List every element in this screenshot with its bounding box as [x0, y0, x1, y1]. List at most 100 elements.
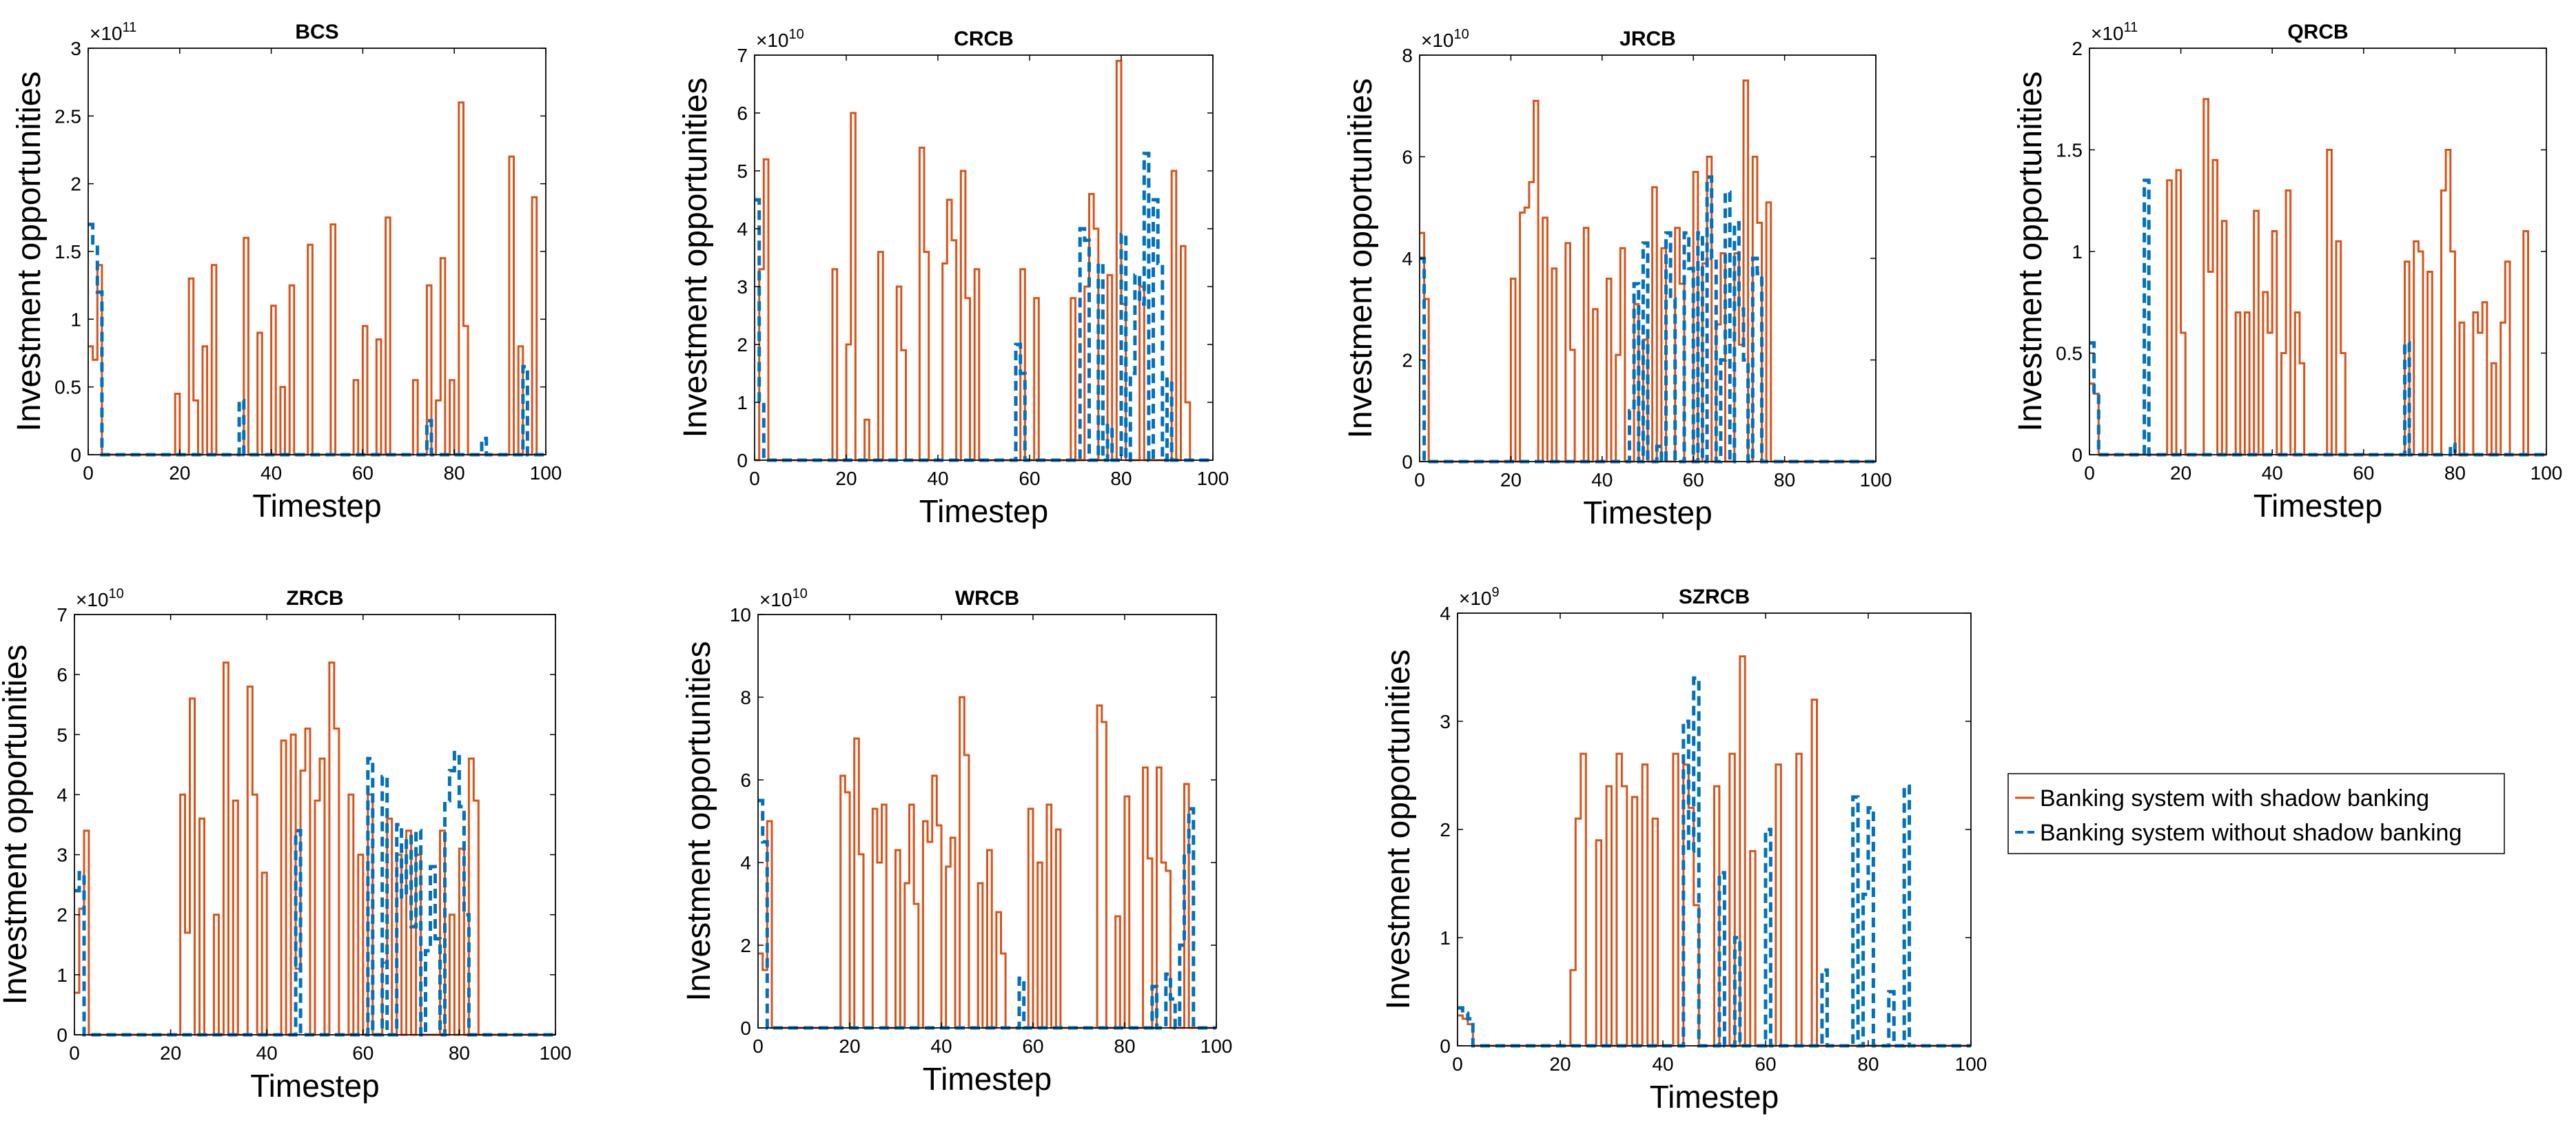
x-tick-label: 60: [352, 462, 374, 484]
y-tick-label: 2: [737, 334, 748, 355]
axes-box: [88, 48, 546, 455]
axis-multiplier: ×1010: [76, 586, 124, 610]
panels: 0 20 40 60 80 10000.511.522.53BCS×1011Timeste…: [0, 20, 2562, 1115]
x-tick-label: 0: [69, 1042, 80, 1064]
y-tick-label: 0.5: [54, 377, 81, 398]
x-tick-label: 20: [835, 468, 857, 489]
x-tick-label: 80: [1857, 1053, 1879, 1075]
legend: Banking system with shadow banking Banki…: [2007, 773, 2505, 854]
axis-multiplier-exponent: 10: [789, 27, 804, 42]
axis-multiplier-exponent: 10: [793, 586, 808, 601]
x-tick-label: 40: [930, 1035, 952, 1057]
y-tick-label: 6: [1402, 147, 1413, 168]
axis-multiplier: ×1011: [90, 20, 136, 44]
x-tick-label: 80: [1774, 469, 1795, 491]
x-tick-label: 40: [1591, 469, 1613, 491]
y-tick-label: 6: [737, 103, 748, 124]
x-tick-label: 80: [444, 462, 465, 484]
axis-multiplier: ×1011: [2091, 20, 2138, 44]
legend-label-without: Banking system without shadow banking: [2040, 820, 2462, 846]
legend-box: [2007, 773, 2505, 854]
panel-title: ZRCB: [286, 587, 343, 610]
axis-multiplier-exponent: 11: [2124, 20, 2138, 35]
x-axis-label: Timestep: [923, 1061, 1052, 1097]
x-tick-label: 40: [260, 462, 282, 484]
axis-multiplier: ×1010: [756, 27, 804, 51]
x-tick-label: 20: [169, 462, 190, 484]
x-tick-label: 60: [1755, 1053, 1776, 1075]
y-tick-label: 4: [737, 218, 748, 240]
x-tick-label: 0: [749, 468, 760, 489]
y-tick-label: 0: [1402, 451, 1413, 473]
axes-frame: [74, 614, 556, 1035]
y-tick-label: 10: [730, 604, 751, 626]
y-tick-label: 2: [57, 905, 68, 926]
y-tick-label: 0: [70, 444, 81, 466]
x-tick-label: 20: [1549, 1053, 1571, 1075]
axis-multiplier: ×1010: [1421, 27, 1469, 51]
y-axis-label: Investment opportunities: [677, 78, 714, 438]
y-tick-label: 1.5: [2056, 140, 2083, 161]
x-tick-label: 60: [352, 1042, 374, 1064]
y-axis-label: Investment opportunities: [1380, 650, 1417, 1010]
x-tick-label: 100: [1860, 469, 1892, 491]
axes-box: [754, 54, 1214, 461]
series-without-shadow-banking: [755, 152, 1213, 462]
y-tick-label: 1: [737, 392, 748, 413]
panel-wrcb: 0 20 40 60 80 100 0 2 4 6 8 10 WRCB ×1010 Timestep Inve…: [681, 586, 1232, 1097]
y-tick-label: 1.5: [54, 241, 81, 262]
y-tick-label: 5: [57, 724, 68, 745]
y-tick-label: 8: [740, 687, 751, 708]
x-tick-label: 60: [1683, 469, 1704, 491]
y-tick-label: 3: [57, 845, 68, 866]
y-axis-label: Investment opportunities: [2012, 72, 2049, 432]
axis-multiplier: ×109: [1459, 585, 1500, 609]
y-tick-label: 2: [1402, 350, 1413, 371]
axis-multiplier-exponent: 9: [1492, 585, 1500, 600]
panel-szrcb: 0 20 40 60 80 100 0 1 2 3 4 SZRCB ×109 Timestep Invest…: [1380, 585, 1987, 1115]
x-tick-label: 40: [1652, 1053, 1673, 1075]
panel-title: CRCB: [954, 28, 1014, 50]
y-tick-label: 1: [2072, 241, 2083, 262]
x-tick-label: 100: [530, 462, 562, 484]
axis-multiplier-exponent: 10: [109, 586, 124, 601]
x-axis-label: Timestep: [1583, 495, 1712, 530]
y-tick-label: 3: [1440, 711, 1451, 732]
y-tick-label: 0: [1440, 1035, 1451, 1057]
x-tick-label: 20: [1500, 469, 1522, 491]
x-tick-label: 80: [2444, 462, 2466, 484]
x-tick-label: 0: [1414, 469, 1425, 491]
y-axis-label: Investment opportunities: [1342, 79, 1379, 439]
panel-title: BCS: [295, 21, 338, 43]
y-tick-label: 3: [737, 276, 748, 298]
y-tick-label: 1: [1440, 927, 1451, 949]
x-tick-label: 100: [2531, 462, 2563, 484]
panel-title: QRCB: [2287, 21, 2348, 43]
panel-crcb: 0 20 40 60 80 100 0 1 2 3 4 5 6 7 CRCB ×1010 Timestep Inv…: [677, 27, 1229, 529]
y-tick-label: 2: [70, 174, 81, 195]
y-tick-label: 7: [737, 45, 748, 66]
y-tick-label: 2.5: [54, 105, 81, 127]
y-tick-label: 0: [740, 1018, 751, 1039]
y-tick-label: 0: [57, 1024, 68, 1046]
x-tick-label: 100: [1200, 1035, 1233, 1057]
panel-qrcb: 0 20 40 60 80 100 0 0.5 1 1.5 2 QRCB ×1011 Timestep In…: [2012, 20, 2562, 524]
y-tick-label: 4: [57, 784, 68, 805]
y-tick-label: 3: [70, 38, 81, 59]
x-axis-label: Timestep: [919, 493, 1048, 529]
y-tick-label: 5: [737, 161, 748, 182]
x-tick-label: 60: [1022, 1035, 1043, 1057]
axis-multiplier-exponent: 11: [123, 20, 137, 35]
x-tick-label: 60: [1019, 468, 1040, 489]
y-tick-label: 6: [57, 664, 68, 685]
y-tick-label: 4: [1440, 603, 1451, 624]
legend-label-with: Banking system with shadow banking: [2040, 785, 2429, 812]
y-tick-label: 2: [1440, 819, 1451, 840]
x-tick-label: 20: [2170, 462, 2191, 484]
x-tick-label: 80: [1114, 1035, 1135, 1057]
y-tick-label: 4: [740, 852, 751, 874]
x-tick-label: 100: [1955, 1053, 1987, 1075]
y-tick-label: 1: [70, 309, 81, 330]
x-tick-label: 40: [2262, 462, 2283, 484]
x-tick-label: 80: [449, 1042, 470, 1064]
